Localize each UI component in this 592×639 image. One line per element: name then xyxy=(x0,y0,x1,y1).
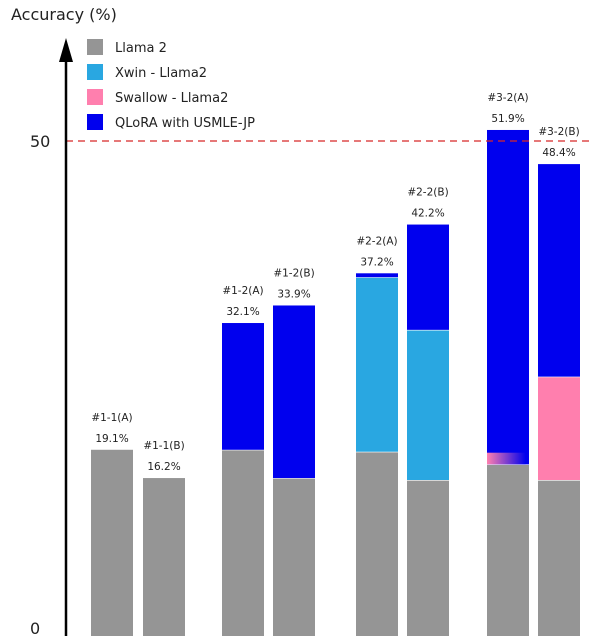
bar-#1-1(A) xyxy=(91,449,133,636)
bar-#1-2(A) xyxy=(222,323,264,636)
legend-label: Llama 2 xyxy=(115,41,167,56)
bar-#1-1(B) xyxy=(143,478,185,636)
bar-#2-2(A) xyxy=(356,273,398,636)
bar-segment-llama-2 xyxy=(273,478,315,636)
bar-category-label: #1-2(A) xyxy=(222,285,263,297)
bar-#3-2(A) xyxy=(487,129,529,636)
bar-category-label: #1-1(B) xyxy=(143,440,184,452)
legend-swatch xyxy=(87,64,103,80)
bar-segment-qlora-with-usmle-jp xyxy=(407,224,449,330)
legend-label: Xwin - Llama2 xyxy=(115,66,207,81)
bar-segment-swallow-llama2-inset xyxy=(487,452,526,465)
bar-#2-2(B) xyxy=(407,224,449,636)
bar-category-label: #1-1(A) xyxy=(91,412,132,424)
bar-category-label: #3-2(A) xyxy=(487,92,528,104)
bar-category-label: #2-2(A) xyxy=(356,235,397,247)
bar-segment-llama-2 xyxy=(538,480,580,636)
bar-#3-2(B) xyxy=(538,164,580,636)
bar-segment-llama-2 xyxy=(356,451,398,636)
legend-swatch xyxy=(87,114,103,130)
bar-segment-llama-2 xyxy=(91,449,133,636)
legend-swatch xyxy=(87,39,103,55)
bar-segment-llama-2 xyxy=(487,464,529,636)
bar-value-label: 51.9% xyxy=(491,113,524,125)
bar-segment-qlora-with-usmle-jp xyxy=(487,129,529,465)
bar-labels-layer: #1-1(A) 19.1% #1-1(B) 16.2% #1-2(A) 32.1% #1-2… xyxy=(91,92,579,473)
bar-segment-llama-2 xyxy=(143,478,185,636)
bar-category-label: #2-2(B) xyxy=(407,187,448,199)
bar-segment-qlora-with-usmle-jp xyxy=(222,323,264,450)
bar-segment-qlora-with-usmle-jp xyxy=(538,164,580,377)
bar-segment-xwin-llama2 xyxy=(356,277,398,452)
bar-value-label: 33.9% xyxy=(277,288,310,300)
bar-value-label: 19.1% xyxy=(95,433,128,445)
bar-value-label: 32.1% xyxy=(226,306,259,318)
bar-value-label: 37.2% xyxy=(360,256,393,268)
bar-segment-qlora-with-usmle-jp xyxy=(273,305,315,479)
bar-value-label: 42.2% xyxy=(411,208,444,220)
bar-value-label: 16.2% xyxy=(147,461,180,473)
y-axis-arrowhead xyxy=(59,38,73,62)
y-tick-label-0: 0 xyxy=(30,619,40,638)
y-tick-label-50: 50 xyxy=(30,132,50,151)
legend: Llama 2 Xwin - Llama2 Swallow - Llama2 QLoR… xyxy=(87,39,255,131)
bar-category-label: #1-2(B) xyxy=(273,267,314,279)
bar-segment-qlora-with-usmle-jp xyxy=(356,273,398,278)
legend-label: Swallow - Llama2 xyxy=(115,91,228,106)
legend-swatch xyxy=(87,89,103,105)
bars-layer xyxy=(91,129,580,636)
bar-value-label: 48.4% xyxy=(542,147,575,159)
legend-label: QLoRA with USMLE-JP xyxy=(115,116,255,131)
bar-category-label: #3-2(B) xyxy=(538,126,579,138)
bar-segment-swallow-llama2 xyxy=(538,376,580,480)
bar-segment-xwin-llama2 xyxy=(407,329,449,480)
bar-#1-2(B) xyxy=(273,305,315,636)
bar-segment-llama-2 xyxy=(222,449,264,636)
bar-segment-llama-2 xyxy=(407,480,449,636)
y-axis-label: Accuracy (%) xyxy=(11,5,117,24)
